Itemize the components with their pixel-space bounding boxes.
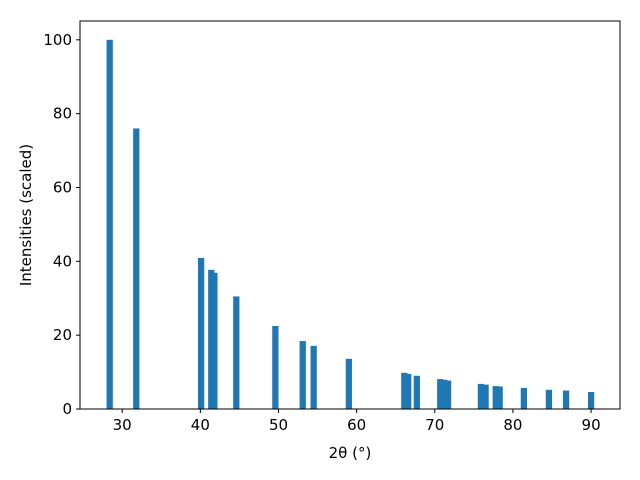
bar: [272, 325, 279, 409]
bar: [520, 387, 528, 409]
bar: [405, 373, 412, 409]
bar: [106, 39, 113, 409]
y-tick-label: 40: [53, 252, 72, 270]
bar: [477, 383, 485, 409]
bar: [482, 384, 489, 409]
y-tick-label: 100: [43, 31, 72, 49]
bar: [345, 358, 352, 409]
x-tick-label: 70: [425, 416, 444, 434]
x-tick-label: 50: [269, 416, 288, 434]
x-axis-label: 2θ (°): [329, 444, 372, 462]
bar: [211, 272, 218, 409]
bar: [441, 379, 448, 409]
x-tick-label: 90: [582, 416, 601, 434]
bar: [233, 296, 240, 409]
y-tick-label: 80: [53, 105, 72, 123]
bar: [496, 386, 503, 409]
bar: [133, 128, 140, 409]
bar: [587, 392, 595, 409]
bar: [444, 380, 452, 409]
bar: [310, 345, 317, 409]
plot-frame: [79, 20, 621, 410]
x-tick-label: 60: [347, 416, 366, 434]
x-tick-label: 80: [503, 416, 522, 434]
bar: [437, 379, 444, 409]
bar: [545, 389, 553, 409]
y-axis-label: Intensities (scaled): [17, 144, 35, 286]
y-tick-label: 20: [53, 326, 72, 344]
x-tick-label: 40: [191, 416, 210, 434]
bar: [562, 390, 570, 409]
bar: [299, 341, 306, 409]
bar: [198, 258, 205, 409]
x-tick-label: 30: [113, 416, 132, 434]
y-tick-label: 0: [62, 400, 72, 418]
bar: [401, 372, 408, 409]
y-tick-label: 60: [53, 178, 72, 196]
bar: [492, 386, 499, 409]
bar: [413, 375, 420, 409]
